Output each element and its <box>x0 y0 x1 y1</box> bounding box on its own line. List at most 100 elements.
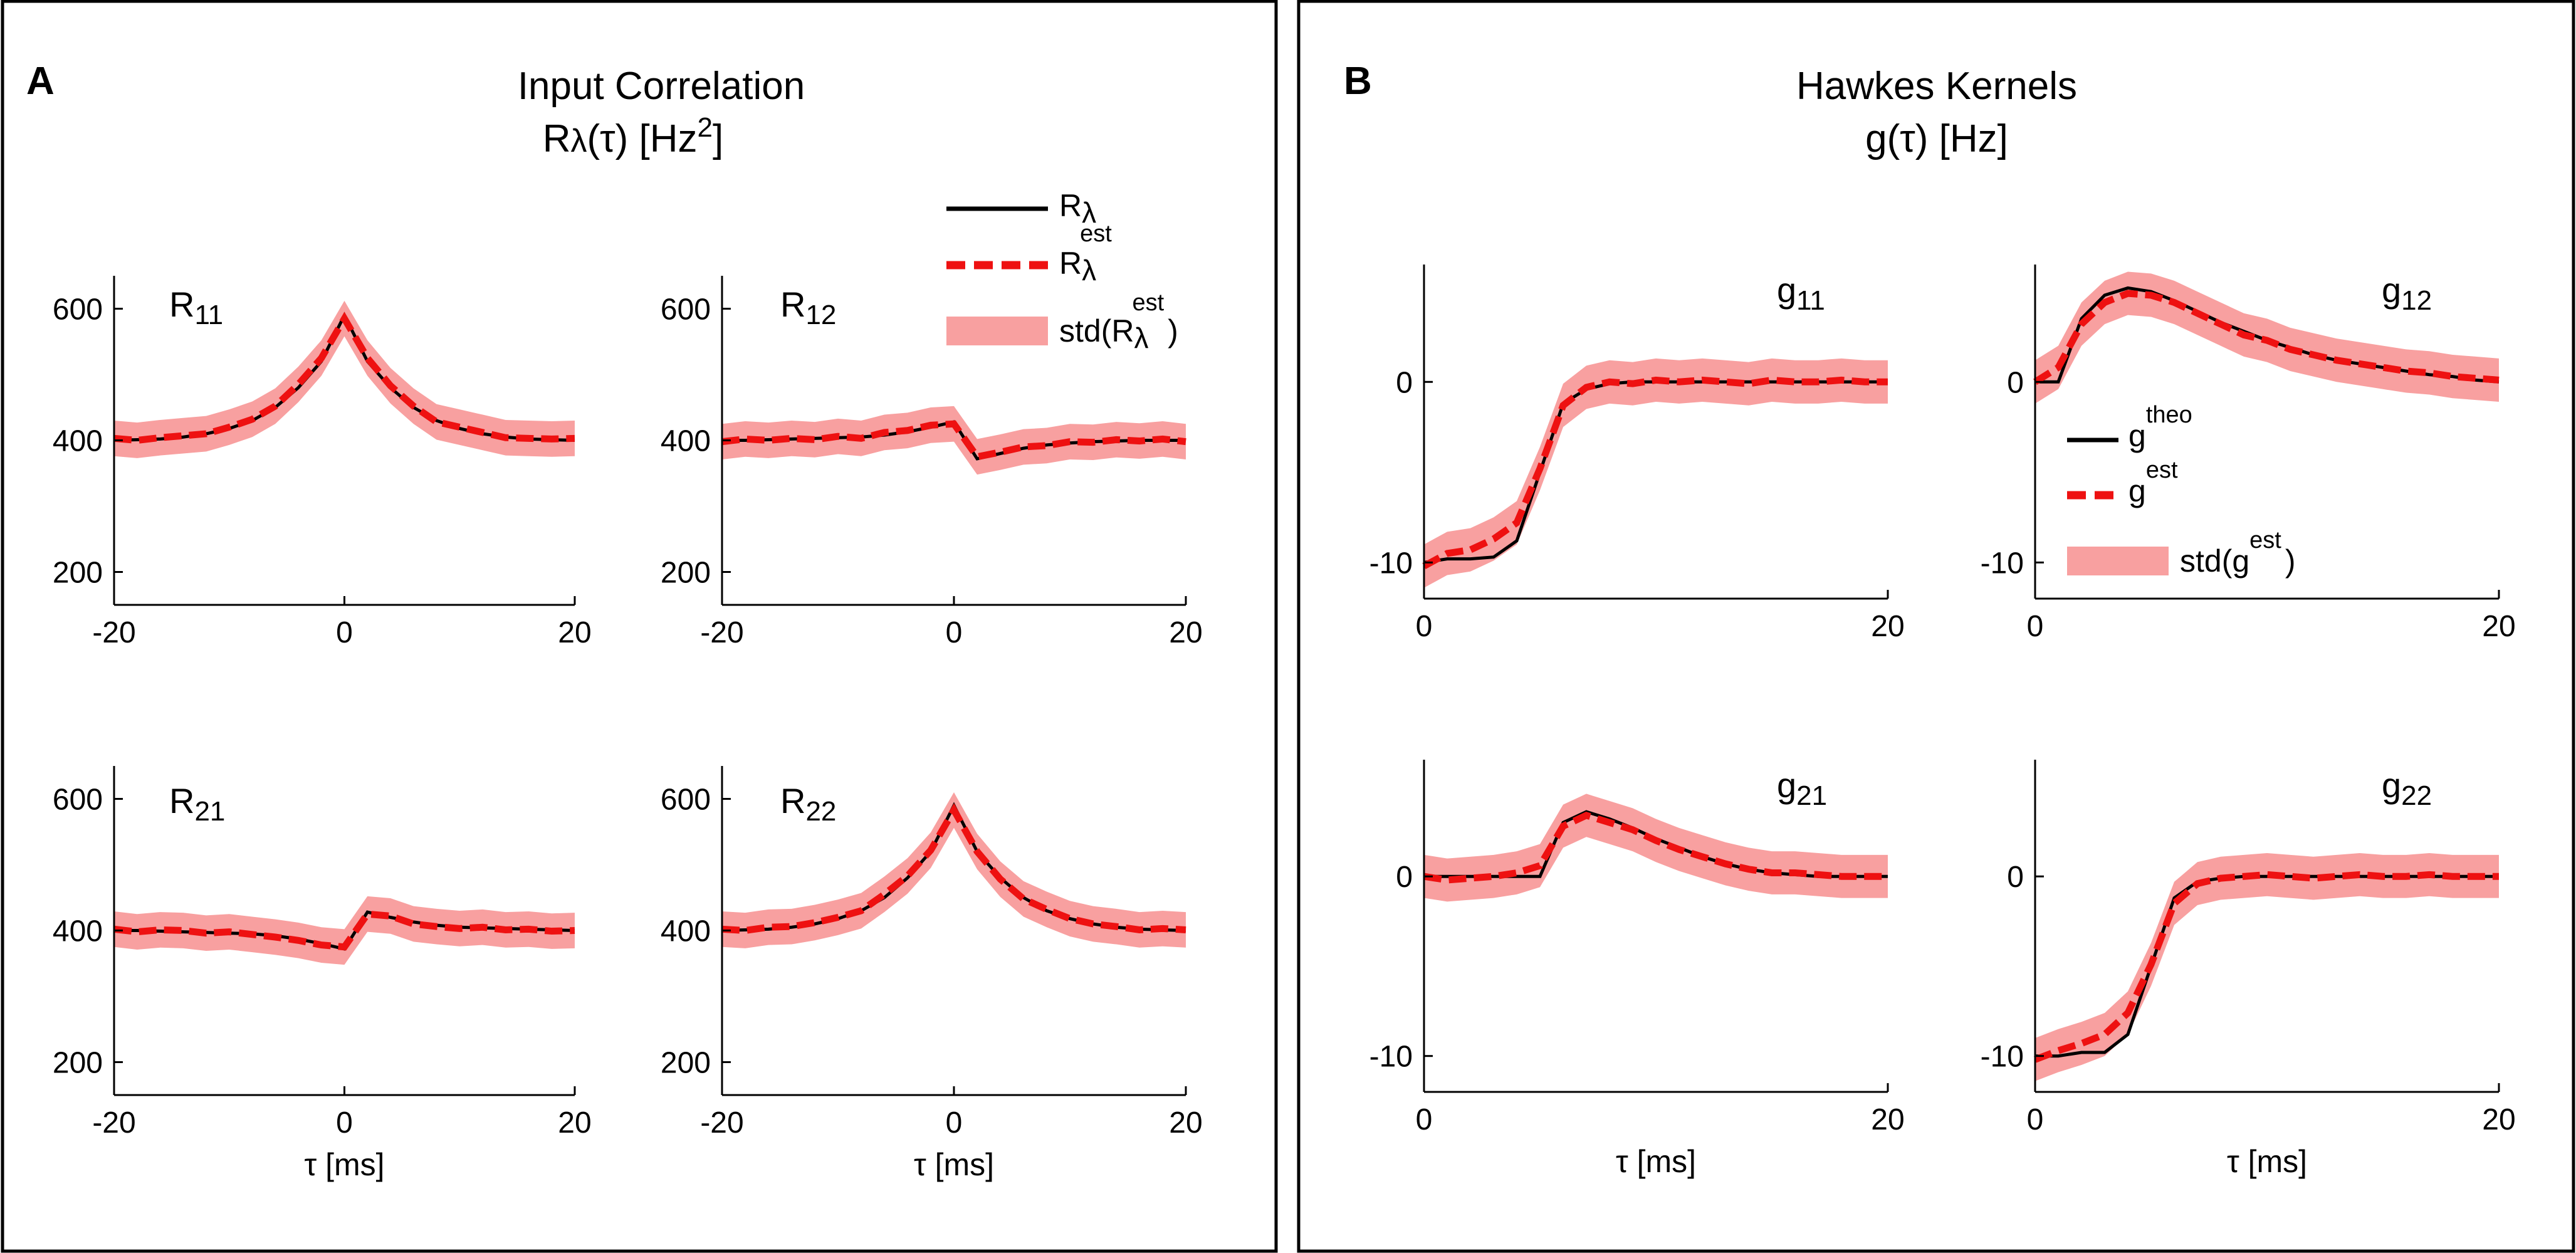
subplot-R12: 200 400 600 -20 0 20 R12 <box>661 276 1203 649</box>
panel-a-letter: A <box>26 60 55 103</box>
y-tick-label: -10 <box>1981 1041 2024 1074</box>
panel-b-title: Hawkes Kernels <box>1796 65 2077 108</box>
y-tick-label: 400 <box>53 915 103 948</box>
panel-b-frame <box>1297 0 2575 1253</box>
std-band <box>114 896 575 965</box>
y-tick-label: 0 <box>2007 861 2024 894</box>
x-axis-label: τ [ms] <box>1616 1144 1696 1179</box>
y-tick-label: 200 <box>53 1047 103 1080</box>
y-tick-label: 600 <box>661 784 711 817</box>
y-tick-label: 200 <box>661 557 711 590</box>
subplot-label: R12 <box>780 285 836 330</box>
subplot-R21: 200 400 600 -20 0 20 R21 τ [ms] <box>53 766 592 1182</box>
subplot-R22: 200 400 600 -20 0 20 R22 τ [ms] <box>661 766 1203 1182</box>
y-tick-label: 0 <box>2007 366 2024 399</box>
legend-a-std-label: std(Rλest) <box>1059 290 1178 354</box>
subtitle-exp: 2 <box>698 112 713 143</box>
subplot-label: R22 <box>780 781 836 827</box>
legend-a: Rλ Rλest std(Rλest) <box>946 188 1178 354</box>
std-band <box>722 406 1186 475</box>
std-band <box>2035 852 2499 1081</box>
subplot-label: g21 <box>1777 765 1827 811</box>
x-tick-label: 20 <box>1169 1106 1202 1140</box>
x-tick-label: 20 <box>558 616 591 649</box>
estimate-line <box>1422 376 1888 569</box>
subtitle-unit: [Hz <box>639 117 698 160</box>
subplot-label: g11 <box>1777 270 1825 316</box>
x-tick-label: 0 <box>946 616 963 649</box>
y-tick-label: 600 <box>661 293 711 327</box>
legend-a-theory-label: Rλ <box>1059 188 1096 229</box>
y-tick-label: -10 <box>1981 547 2024 580</box>
y-tick-label: 0 <box>1396 861 1413 894</box>
estimate-line <box>721 420 1186 461</box>
x-tick-label: 0 <box>1416 1103 1433 1136</box>
std-band <box>722 792 1186 948</box>
estimate-line <box>2034 871 2499 1063</box>
x-tick-label: 0 <box>946 1106 963 1140</box>
x-axis-label: τ [ms] <box>304 1147 384 1182</box>
x-tick-label: 20 <box>2482 1103 2515 1136</box>
y-tick-label: 600 <box>53 784 103 817</box>
y-tick-label: 0 <box>1396 366 1413 399</box>
panel-b-letter: B <box>1344 60 1372 103</box>
x-tick-label: 0 <box>336 1106 353 1140</box>
subplot-label: g12 <box>2382 270 2432 316</box>
subplot-label: R11 <box>169 285 223 330</box>
legend-b-std-swatch <box>2067 547 2169 575</box>
x-tick-label: 20 <box>1169 616 1202 649</box>
legend-b-theory-label: gtheo <box>2128 402 2192 453</box>
x-tick-label: -20 <box>92 1106 135 1140</box>
legend-b-std-label: std(gest) <box>2180 527 2296 579</box>
x-axis-label: τ [ms] <box>914 1147 994 1182</box>
legend-b: gtheo gest std(gest) <box>2067 402 2296 579</box>
subtitle-unit-end: ] <box>713 117 723 160</box>
panel-a-subtitle: Rλ(τ) [Hz2] <box>543 112 724 160</box>
y-tick-label: -10 <box>1369 547 1413 580</box>
x-tick-label: 0 <box>336 616 353 649</box>
x-tick-label: 20 <box>1871 610 1904 643</box>
x-tick-label: -20 <box>92 616 135 649</box>
legend-b-estimate-label: gest <box>2128 457 2178 508</box>
x-tick-label: -20 <box>700 616 743 649</box>
subtitle-arg: (τ) <box>587 117 629 160</box>
legend-a-estimate-label: Rλest <box>1059 221 1112 286</box>
y-tick-label: -10 <box>1369 1041 1413 1074</box>
x-tick-label: 20 <box>2482 610 2515 643</box>
panel-a-frame <box>1 0 1278 1253</box>
std-band <box>114 300 575 458</box>
x-tick-label: 20 <box>558 1106 591 1140</box>
x-axis-label: τ [ms] <box>2227 1144 2307 1179</box>
y-tick-label: 400 <box>53 425 103 458</box>
y-tick-label: 200 <box>53 557 103 590</box>
legend-a-std-swatch <box>946 317 1048 345</box>
x-tick-label: 20 <box>1871 1103 1904 1136</box>
x-tick-label: 0 <box>1416 610 1433 643</box>
subplot-R11: 200 400 600 -20 0 20 R11 <box>53 276 592 649</box>
panel-b-subtitle: g(τ) [Hz] <box>1865 117 2008 160</box>
estimate-line <box>113 312 575 444</box>
subtitle-symbol: R <box>543 117 571 160</box>
x-tick-label: 0 <box>2027 1103 2044 1136</box>
x-tick-label: -20 <box>700 1106 743 1140</box>
y-tick-label: 400 <box>661 915 711 948</box>
subtitle-sub: λ <box>571 123 587 159</box>
std-band <box>1424 358 1888 588</box>
estimate-line <box>1423 811 1888 884</box>
subplot-label: g22 <box>2382 765 2432 811</box>
estimate-line <box>2033 290 2500 385</box>
estimate-line <box>721 803 1186 935</box>
estimate-line <box>113 910 575 951</box>
y-tick-label: 600 <box>53 293 103 327</box>
y-tick-label: 200 <box>661 1047 711 1080</box>
y-tick-label: 400 <box>661 425 711 458</box>
panel-a-title: Input Correlation <box>518 65 805 108</box>
subplot-label: R21 <box>169 781 225 827</box>
x-tick-label: 0 <box>2027 610 2044 643</box>
